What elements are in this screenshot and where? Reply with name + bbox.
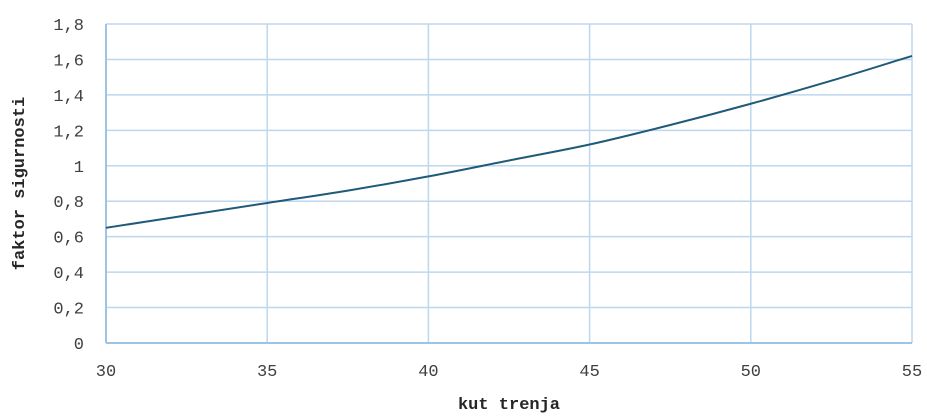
y-tick-label: 0 [74,336,84,355]
axes [105,24,912,344]
series-line [105,54,913,229]
y-tick-label: 0,4 [53,265,84,284]
y-tick-label: 0,2 [53,301,84,320]
y-axis-title: faktor sigurnosti [11,97,30,270]
y-tick-label: 1,8 [53,17,84,36]
y-tick-label: 0,8 [53,194,84,213]
x-tick-label: 35 [257,363,277,382]
x-tick-label: 45 [579,363,599,382]
y-tick-label: 1 [74,159,84,178]
y-tick-label: 1,4 [53,88,84,107]
x-tick-label: 50 [741,363,761,382]
x-tick-label: 55 [902,363,922,382]
y-tick-label: 1,2 [53,123,84,142]
y-tick-label: 1,6 [53,52,84,71]
x-tick-label: 40 [418,363,438,382]
series [105,54,913,229]
grid [106,23,913,343]
x-axis-title: kut trenja [458,396,560,415]
tick-labels: 0 0,2 0,4 0,6 0,8 1 1,2 1,4 1,6 1,8 30 35 40 45 50 55 [53,17,922,382]
y-tick-label: 0,6 [53,230,84,249]
x-tick-label: 30 [96,363,116,382]
